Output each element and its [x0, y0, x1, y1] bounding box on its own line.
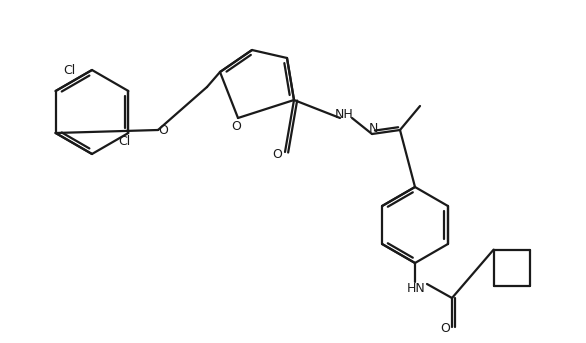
Text: HN: HN: [407, 282, 425, 295]
Text: Cl: Cl: [64, 63, 76, 76]
Text: N: N: [369, 121, 378, 134]
Text: O: O: [272, 149, 282, 162]
Text: O: O: [158, 123, 168, 137]
Text: Cl: Cl: [118, 134, 131, 147]
Text: O: O: [440, 322, 450, 335]
Text: O: O: [231, 120, 241, 133]
Text: NH: NH: [335, 108, 353, 121]
